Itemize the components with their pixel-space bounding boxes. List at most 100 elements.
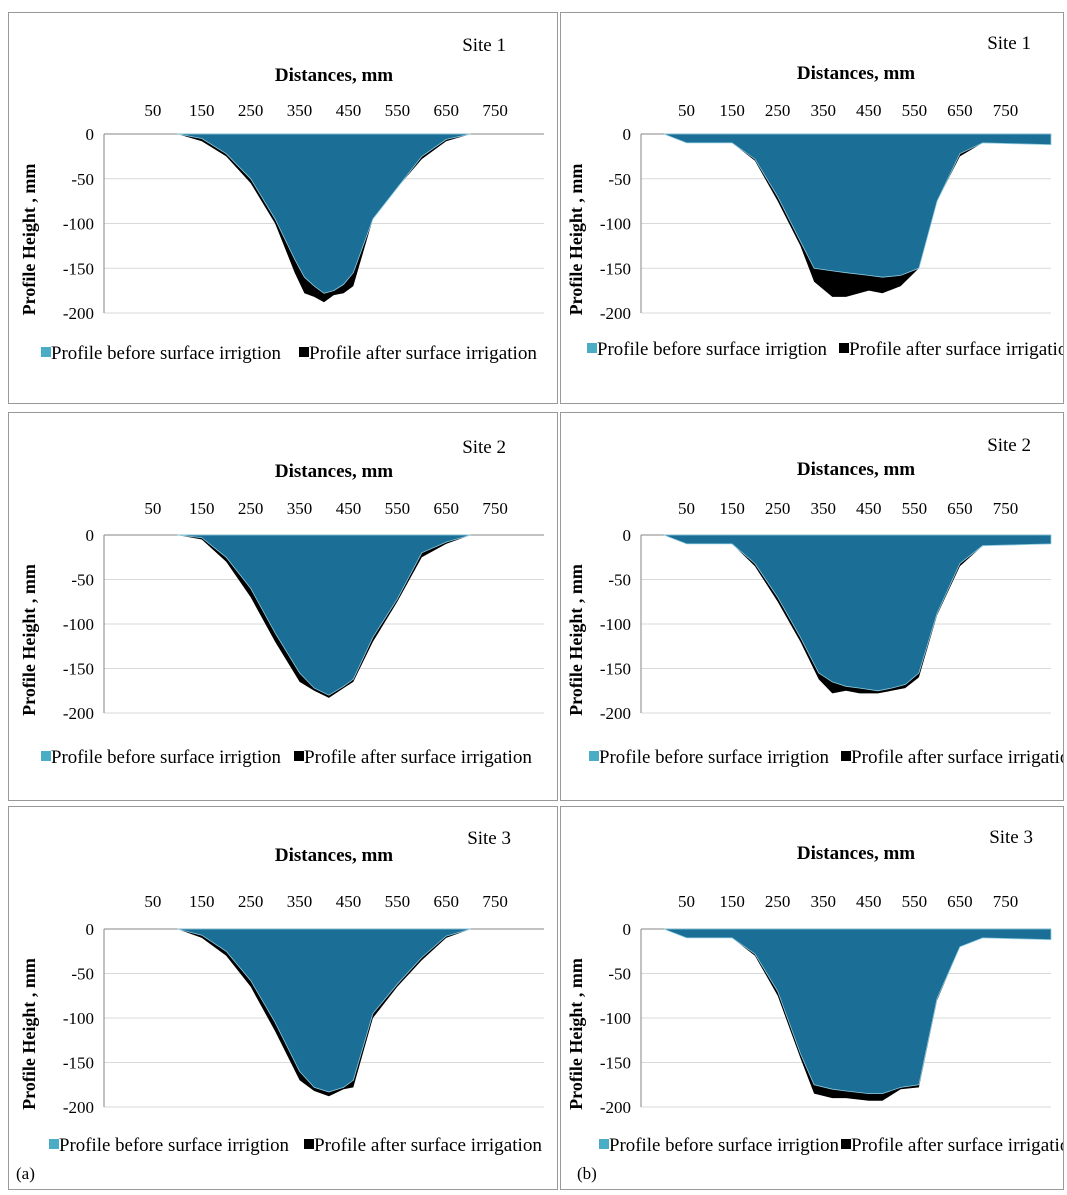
x-tick-label: 350 xyxy=(287,101,313,120)
x-tick-label: 650 xyxy=(947,499,973,518)
legend-label-before: Profile before surface irrigtion xyxy=(599,747,829,768)
x-tick-label: 50 xyxy=(144,892,161,911)
y-tick-label: 0 xyxy=(623,526,632,545)
y-tick-label: 0 xyxy=(86,526,95,545)
x-tick-label: 250 xyxy=(238,892,264,911)
x-tick-label: 550 xyxy=(902,892,928,911)
x-tick-label: 750 xyxy=(993,892,1019,911)
x-tick-label: 250 xyxy=(765,499,791,518)
y-tick-label: -150 xyxy=(63,1054,94,1073)
chart-svg-2: 0 -50 -100 -150 -200 50 150 250 350 450 550 650 750 D… xyxy=(19,437,544,768)
x-tick-label: 50 xyxy=(144,499,161,518)
chart-svg-3: 0 -50 -100 -150 -200 50 150 250 350 450 550 650 750 D… xyxy=(566,435,1063,768)
x-tick-label: 150 xyxy=(719,892,745,911)
x-tick-label: 350 xyxy=(287,892,313,911)
x-tick-label: 550 xyxy=(385,499,411,518)
x-tick-label: 350 xyxy=(810,892,836,911)
chart-panel-site3-b: 0 -50 -100 -150 -200 50 150 250 350 450 550 650 750 D… xyxy=(560,806,1064,1190)
y-tick-label: -100 xyxy=(63,1009,94,1028)
legend-swatch-after xyxy=(304,1139,314,1149)
legend-label-before: Profile before surface irrigtion xyxy=(51,343,281,364)
y-tick-label: -150 xyxy=(600,1054,631,1073)
x-tick-label: 350 xyxy=(810,101,836,120)
x-tick-label: 650 xyxy=(433,101,459,120)
chart-title: Site 3 xyxy=(989,827,1033,848)
x-tick-label: 650 xyxy=(947,892,973,911)
x-tick-label: 750 xyxy=(482,892,508,911)
x-axis-title: Distances, mm xyxy=(275,845,393,866)
chart-panel-site3-a: 0 -50 -100 -150 -200 50 150 250 350 450 550 650 750 D… xyxy=(8,806,558,1190)
legend-label-after: Profile after surface irrigation xyxy=(304,747,533,768)
x-tick-label: 550 xyxy=(385,101,411,120)
x-tick-label: 350 xyxy=(287,499,313,518)
legend-swatch-after xyxy=(294,751,304,761)
y-tick-label: 0 xyxy=(86,125,95,144)
x-tick-label: 450 xyxy=(856,101,882,120)
series-area-before xyxy=(177,534,471,696)
x-tick-label: 650 xyxy=(433,499,459,518)
legend-label-before: Profile before surface irrigtion xyxy=(59,1135,289,1156)
x-axis-title: Distances, mm xyxy=(275,461,393,482)
legend-swatch-before xyxy=(41,347,51,357)
y-axis-title: Profile Height , mm xyxy=(566,958,586,1110)
y-tick-label: -150 xyxy=(600,259,631,278)
chart-panel-site1-a: 0 -50 -100 -150 -200 50 150 250 350 450 550 650 750 D… xyxy=(8,12,558,404)
y-tick-label: -50 xyxy=(71,571,94,590)
legend-swatch-after xyxy=(839,343,849,353)
x-tick-label: 150 xyxy=(189,101,215,120)
x-tick-label: 750 xyxy=(482,101,508,120)
y-axis-title: Profile Height , mm xyxy=(19,164,39,316)
x-tick-label: 150 xyxy=(719,499,745,518)
y-axis-title: Profile Height , mm xyxy=(19,958,39,1110)
x-tick-label: 550 xyxy=(902,499,928,518)
x-tick-label: 250 xyxy=(765,101,791,120)
x-tick-label: 50 xyxy=(678,892,695,911)
y-tick-label: -200 xyxy=(600,704,631,723)
chart-panel-site1-b: 0 -50 -100 -150 -200 50 150 250 350 450 550 650 750 D… xyxy=(560,12,1064,404)
series-area-before xyxy=(177,133,471,294)
x-axis-title: Distances, mm xyxy=(275,65,393,86)
y-tick-label: -50 xyxy=(71,965,94,984)
y-tick-label: -100 xyxy=(63,615,94,634)
x-tick-label: 750 xyxy=(993,499,1019,518)
y-tick-label: -150 xyxy=(63,660,94,679)
y-tick-label: -100 xyxy=(600,215,631,234)
x-tick-label: 350 xyxy=(810,499,836,518)
x-tick-label: 450 xyxy=(336,892,362,911)
y-tick-label: -150 xyxy=(63,259,94,278)
x-tick-label: 250 xyxy=(238,101,264,120)
y-tick-label: 0 xyxy=(86,920,95,939)
legend-swatch-after xyxy=(841,751,851,761)
y-tick-label: -100 xyxy=(600,615,631,634)
x-axis-title: Distances, mm xyxy=(797,843,915,864)
y-tick-label: 0 xyxy=(623,125,632,144)
x-tick-label: 150 xyxy=(189,499,215,518)
x-tick-label: 550 xyxy=(385,892,411,911)
y-axis-title: Profile Height , mm xyxy=(566,164,586,316)
legend-swatch-after xyxy=(841,1139,851,1149)
y-tick-label: -100 xyxy=(600,1009,631,1028)
chart-svg-0: 0 -50 -100 -150 -200 50 150 250 350 450 550 650 750 D… xyxy=(19,35,544,364)
chart-svg-4: 0 -50 -100 -150 -200 50 150 250 350 450 550 650 750 D… xyxy=(19,828,544,1156)
chart-title: Site 3 xyxy=(467,828,511,849)
x-axis-title: Distances, mm xyxy=(797,459,915,480)
legend-label-after: Profile after surface irrigation xyxy=(314,1135,543,1156)
x-tick-label: 550 xyxy=(902,101,928,120)
y-tick-label: -200 xyxy=(600,304,631,323)
x-tick-label: 150 xyxy=(719,101,745,120)
legend-label-before: Profile before surface irrigtion xyxy=(597,339,827,360)
chart-title: Site 2 xyxy=(462,437,506,458)
x-tick-label: 250 xyxy=(765,892,791,911)
x-tick-label: 50 xyxy=(678,499,695,518)
series-area-before xyxy=(663,133,1052,278)
y-axis-title: Profile Height , mm xyxy=(566,564,586,716)
chart-svg-1: 0 -50 -100 -150 -200 50 150 250 350 450 550 650 750 D… xyxy=(566,33,1063,360)
x-tick-label: 250 xyxy=(238,499,264,518)
y-tick-label: 0 xyxy=(623,920,632,939)
legend-label-after: Profile after surface irrigation xyxy=(849,339,1063,360)
x-tick-label: 450 xyxy=(856,499,882,518)
chart-svg-5: 0 -50 -100 -150 -200 50 150 250 350 450 550 650 750 D… xyxy=(566,827,1063,1156)
x-tick-label: 750 xyxy=(993,101,1019,120)
y-tick-label: -100 xyxy=(63,215,94,234)
legend-swatch-before xyxy=(49,1139,59,1149)
